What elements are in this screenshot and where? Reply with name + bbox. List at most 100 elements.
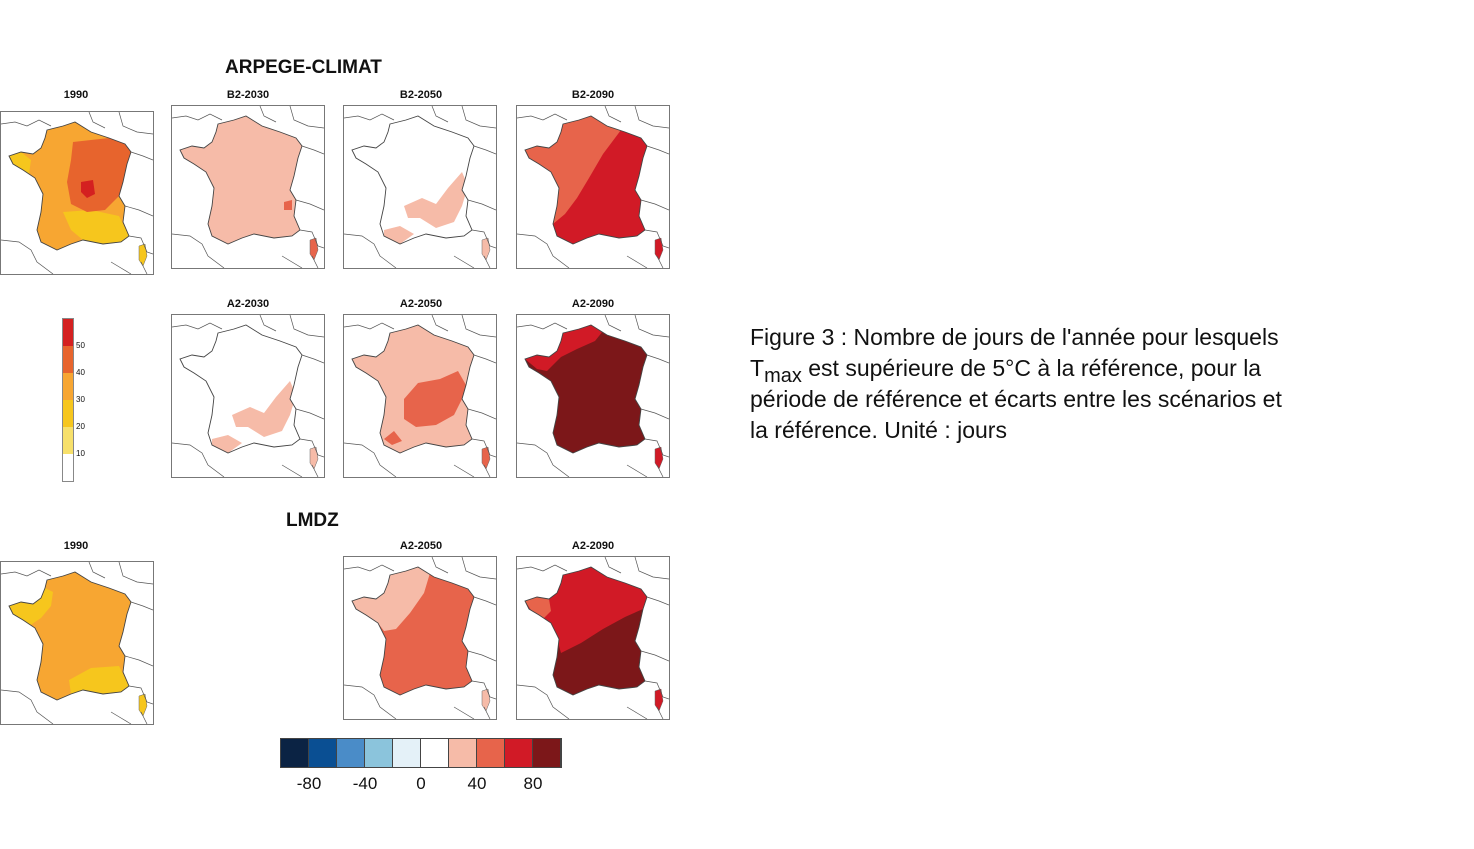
france-map: [172, 106, 324, 268]
map-region: [553, 130, 647, 244]
section-title-arpege: ARPEGE-CLIMAT: [225, 57, 382, 78]
colorbar-swatch: [63, 400, 73, 427]
neighbor-borders: [344, 557, 496, 719]
france-map: [517, 315, 669, 477]
corsica-island: [309, 237, 319, 261]
map-region: [9, 152, 31, 174]
coastline: [351, 566, 475, 696]
colorbar-tick-label: 10: [76, 449, 85, 458]
france-map: [344, 106, 496, 268]
france-map: [1, 562, 153, 724]
sequential-colorbar: [62, 318, 74, 482]
colorbar-swatch: [477, 739, 505, 767]
map-title: A2-2090: [571, 298, 615, 310]
corsica-island: [481, 237, 491, 261]
coastline: [179, 324, 303, 454]
corsica-island: [654, 446, 664, 470]
map-region: [525, 597, 551, 619]
map-region: [81, 180, 95, 198]
map-region: [525, 325, 603, 371]
map-panel: [171, 105, 325, 269]
caption-line: Tmax est supérieure de 5°C à la référenc…: [750, 353, 1390, 387]
neighbor-borders: [172, 315, 324, 477]
neighbor-borders: [344, 315, 496, 477]
corsica-island: [481, 688, 491, 712]
caption-t: T: [750, 355, 765, 381]
map-panel: [171, 314, 325, 478]
neighbor-borders: [517, 315, 669, 477]
colorbar-swatch: [63, 373, 73, 400]
neighbor-borders: [1, 112, 153, 274]
map-title: B2-2030: [226, 89, 270, 101]
map-panel: [0, 561, 154, 725]
map-panel: [343, 556, 497, 720]
map-region: [352, 567, 430, 631]
colorbar-swatch: [63, 427, 73, 454]
caption-subscript: max: [764, 365, 802, 387]
map-title: A2-2050: [399, 298, 443, 310]
corsica-island: [654, 688, 664, 712]
map-title: B2-2050: [399, 89, 443, 101]
map-title: 1990: [63, 540, 89, 552]
section-title-lmdz: LMDZ: [286, 510, 339, 531]
colorbar-tick-label: 50: [76, 341, 85, 350]
map-region: [180, 116, 302, 244]
map-title: B2-2090: [571, 89, 615, 101]
colorbar-tick-label: 40: [76, 368, 85, 377]
caption-line: période de référence et écarts entre les…: [750, 386, 1282, 412]
colorbar-tick-label: 40: [467, 774, 487, 793]
map-title: A2-2090: [571, 540, 615, 552]
france-map: [344, 315, 496, 477]
map-title: A2-2050: [399, 540, 443, 552]
map-title: 1990: [63, 89, 89, 101]
map-region: [404, 371, 466, 427]
france-map: [517, 557, 669, 719]
corsica-island: [138, 693, 148, 717]
colorbar-swatch: [505, 739, 533, 767]
colorbar-tick-label: -80: [296, 774, 322, 793]
coastline: [8, 121, 132, 251]
colorbar-swatch: [533, 739, 561, 767]
map-region: [69, 666, 129, 694]
map-region: [384, 431, 402, 445]
corsica-island: [654, 237, 664, 261]
neighbor-borders: [172, 106, 324, 268]
map-region: [63, 210, 129, 244]
coastline: [351, 115, 475, 245]
france-map: [1, 112, 153, 274]
map-panel: [516, 556, 670, 720]
map-title: A2-2030: [226, 298, 270, 310]
map-region: [284, 200, 292, 210]
map-panel: [0, 111, 154, 275]
coastline: [351, 324, 475, 454]
colorbar-swatch: [281, 739, 309, 767]
map-region: [232, 381, 296, 437]
coastline: [524, 115, 648, 245]
coastline: [179, 115, 303, 245]
france-map: [172, 315, 324, 477]
corsica-island: [309, 446, 319, 470]
neighbor-borders: [344, 106, 496, 268]
colorbar-tick-label: 20: [76, 422, 85, 431]
map-region: [404, 172, 468, 228]
colorbar-swatch: [365, 739, 393, 767]
map-panel: [343, 105, 497, 269]
diverging-colorbar: [280, 738, 562, 768]
colorbar-tick-label: -40: [352, 774, 378, 793]
map-panel: [516, 105, 670, 269]
colorbar-swatch: [337, 739, 365, 767]
coastline: [524, 324, 648, 454]
map-region: [9, 588, 53, 626]
neighbor-borders: [517, 557, 669, 719]
corsica-island: [481, 446, 491, 470]
caption-text: est supérieure de 5°C à la référence, po…: [801, 355, 1262, 381]
colorbar-swatch: [421, 739, 449, 767]
france-map: [344, 557, 496, 719]
caption-line: Figure 3 : Nombre de jours de l'année po…: [750, 324, 1279, 350]
colorbar-swatch: [63, 454, 73, 481]
corsica-island: [138, 243, 148, 267]
neighbor-borders: [517, 106, 669, 268]
colorbar-swatch: [63, 346, 73, 373]
coastline: [524, 566, 648, 696]
map-panel: [516, 314, 670, 478]
